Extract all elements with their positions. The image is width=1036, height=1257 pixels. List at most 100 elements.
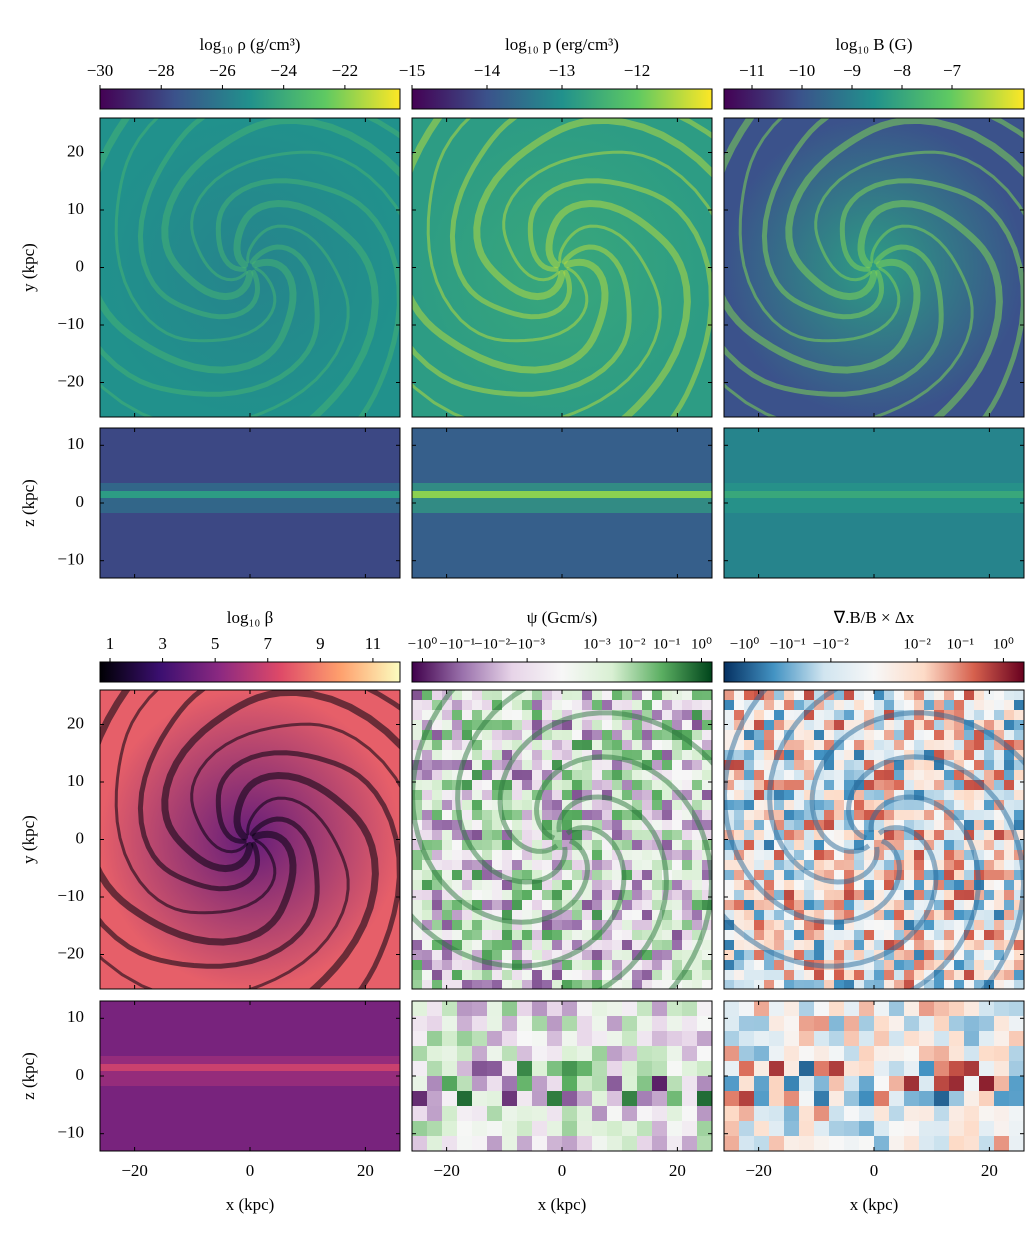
image-cell [472,1061,487,1076]
image-cell [672,910,682,920]
image-cell [552,930,562,940]
colorbar-tick-label: −10⁻¹ [439,636,475,652]
image-cell [512,910,522,920]
image-cell [829,1136,844,1151]
image-cell [979,1121,994,1136]
image-cell [622,900,632,910]
image-cell [562,770,572,780]
image-cell [814,710,824,720]
image-cell [844,940,854,950]
image-cell [487,1046,502,1061]
image-cell [764,700,774,710]
image-cell [774,930,784,940]
image-cell [532,900,542,910]
image-cell [814,1076,829,1091]
image-cell [492,770,502,780]
image-cell [874,750,884,760]
image-cell [724,870,734,880]
image-cell [944,750,954,760]
image-cell [954,920,964,930]
image-cell [914,720,924,730]
image-cell [442,730,452,740]
image-cell [702,970,712,980]
image-cell [502,1136,517,1151]
image-cell [784,1061,799,1076]
image-cell [562,920,572,930]
image-cell [487,1121,502,1136]
image-cell [502,1061,517,1076]
image-cell [884,970,894,980]
image-cell [432,730,442,740]
image-cell [532,700,542,710]
colorbar-tick-label: −13 [549,61,576,80]
image-cell [517,1091,532,1106]
colorbar-tick-label: −10⁻³ [509,636,545,652]
image-cell [457,1136,472,1151]
image-cell [944,720,954,730]
image-cell [667,1106,682,1121]
image-cell [799,1061,814,1076]
image-cell [734,760,744,770]
image-cell [682,830,692,840]
image-cell [804,930,814,940]
image-cell [662,750,672,760]
image-cell [824,930,834,940]
image-cell [934,740,944,750]
image-cell [979,1136,994,1151]
image-cell [642,740,652,750]
image-cell [754,740,764,750]
image-cell [552,690,562,700]
image-cell [592,890,602,900]
image-cell [974,950,984,960]
image-cell [612,960,622,970]
image-cell [814,930,824,940]
image-cell [442,1046,457,1061]
colorbar-tick-label: 10⁰ [691,636,712,652]
image-cell [522,790,532,800]
image-cell [814,940,824,950]
image-cell [602,950,612,960]
image-cell [824,710,834,720]
image-cell [874,770,884,780]
image-cell [804,740,814,750]
image-cell [864,710,874,720]
image-cell [682,700,692,710]
image-cell [682,870,692,880]
image-cell [492,970,502,980]
image-cell [502,800,512,810]
colorbar [100,662,400,682]
image-cell [784,890,794,900]
image-cell [724,1046,739,1061]
image-cell [602,700,612,710]
image-cell [874,1046,889,1061]
image-cell [412,1076,427,1091]
image-cell [492,950,502,960]
image-cell [427,1106,442,1121]
image-cell [784,1016,799,1031]
image-cell [744,960,754,970]
image-cell [774,720,784,730]
image-cell [924,770,934,780]
image-cell [964,730,974,740]
image-cell [672,800,682,810]
image-cell [834,810,844,820]
image-cell [964,1001,979,1016]
image-cell [829,1076,844,1091]
image-cell [754,760,764,770]
image-cell [804,900,814,910]
image-cell [964,940,974,950]
image-cell [994,690,1004,700]
image-edge [724,428,1024,578]
image-cell [904,720,914,730]
image-cell [427,1091,442,1106]
image-cell [744,810,754,820]
image-cell [874,1106,889,1121]
image-cell [492,820,502,830]
image-cell [542,950,552,960]
image-cell [854,750,864,760]
image-cell [814,750,824,760]
image-cell [799,1031,814,1046]
image-cell [672,890,682,900]
image-cell [744,790,754,800]
image-cell [602,970,612,980]
